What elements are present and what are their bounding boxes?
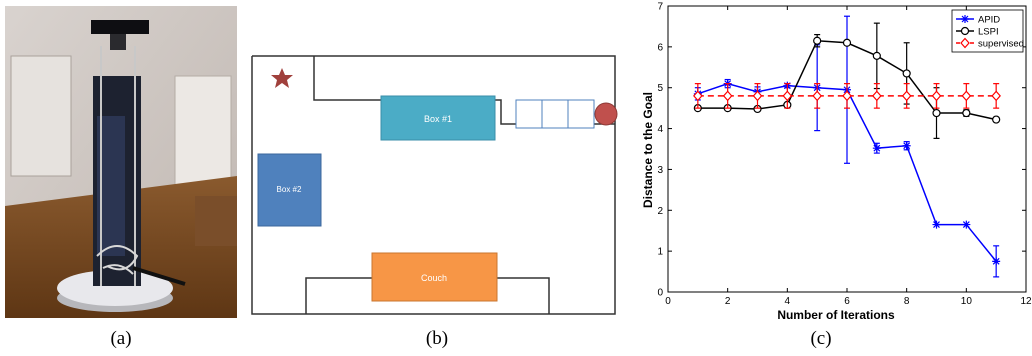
point-supervised-0 <box>693 90 703 102</box>
point-supervised-1 <box>722 90 733 102</box>
start-cell-3 <box>567 99 595 129</box>
chart-ylabel: Distance to the Goal <box>641 92 655 208</box>
legend-marker-supervised <box>960 37 970 49</box>
box1-label: Box #1 <box>424 114 452 124</box>
floor-plan: Box #1 Box #2 Couch <box>251 55 618 315</box>
box2 <box>257 153 322 227</box>
legend-label-LSPI: LSPI <box>978 27 999 38</box>
robot-kinect <box>91 20 149 34</box>
x-tick-label-0: 0 <box>665 296 671 307</box>
x-tick-label-5: 10 <box>961 296 973 307</box>
legend-label-supervised: supervised <box>978 39 1024 50</box>
point-APID-7 <box>902 141 911 150</box>
point-supervised-7 <box>901 90 912 102</box>
point-LSPI-10 <box>992 115 1001 124</box>
point-supervised-9 <box>961 90 972 102</box>
point-supervised-3 <box>782 90 793 102</box>
robot-kinect-mount <box>110 34 126 50</box>
robot-base-top <box>57 270 173 306</box>
point-LSPI-5 <box>842 38 852 47</box>
y-tick-label-7: 7 <box>657 2 663 13</box>
y-tick-label-1: 1 <box>657 247 663 258</box>
point-supervised-10 <box>991 90 1001 102</box>
point-APID-10 <box>992 257 1001 266</box>
point-LSPI-9 <box>962 108 971 118</box>
point-supervised-6 <box>872 90 882 102</box>
point-LSPI-4 <box>813 36 822 45</box>
caption-c: (c) <box>810 328 832 349</box>
point-supervised-8 <box>931 90 942 102</box>
y-tick-label-2: 2 <box>657 206 663 217</box>
y-tick-label-3: 3 <box>657 165 663 176</box>
x-tick-label-4: 8 <box>904 296 910 307</box>
point-supervised-5 <box>842 90 852 102</box>
robot-start-circle <box>594 102 618 126</box>
y-tick-label-0: 0 <box>657 288 663 299</box>
box1 <box>380 95 496 141</box>
y-tick-label-4: 4 <box>657 124 663 135</box>
caption-b: (b) <box>425 328 449 349</box>
goal-star-icon <box>271 68 293 88</box>
photo-radiator <box>10 55 72 177</box>
point-APID-9 <box>962 220 971 229</box>
x-tick-label-6: 12 <box>1020 296 1032 307</box>
robot-photo <box>5 6 237 318</box>
point-APID-8 <box>932 220 941 229</box>
point-supervised-2 <box>752 90 763 102</box>
box2-label: Box #2 <box>277 185 302 194</box>
robot-cables <box>96 245 139 275</box>
point-LSPI-8 <box>932 108 941 118</box>
point-LSPI-6 <box>872 51 881 60</box>
photo-window-box <box>195 196 237 246</box>
x-tick-label-3: 6 <box>844 296 850 307</box>
y-tick-label-6: 6 <box>657 42 663 53</box>
start-cell-1 <box>515 99 543 129</box>
robot-cable-black <box>132 266 186 286</box>
point-LSPI-7 <box>902 69 911 78</box>
point-supervised-4 <box>812 90 822 102</box>
legend-marker-APID <box>961 15 969 23</box>
point-APID-6 <box>872 144 881 153</box>
couch <box>371 252 498 302</box>
photo-radiator-right <box>174 75 232 187</box>
x-tick-label-2: 4 <box>785 296 791 307</box>
start-cell-2 <box>541 99 569 129</box>
legend-marker-LSPI <box>960 26 970 36</box>
couch-label: Couch <box>421 273 447 283</box>
x-tick-label-1: 2 <box>725 296 731 307</box>
floor-plan-outer-wall <box>251 55 616 315</box>
chart-xlabel: Number of Iterations <box>777 308 895 322</box>
y-tick-label-5: 5 <box>657 83 663 94</box>
caption-a: (a) <box>110 328 132 349</box>
legend-label-APID: APID <box>978 15 1000 26</box>
